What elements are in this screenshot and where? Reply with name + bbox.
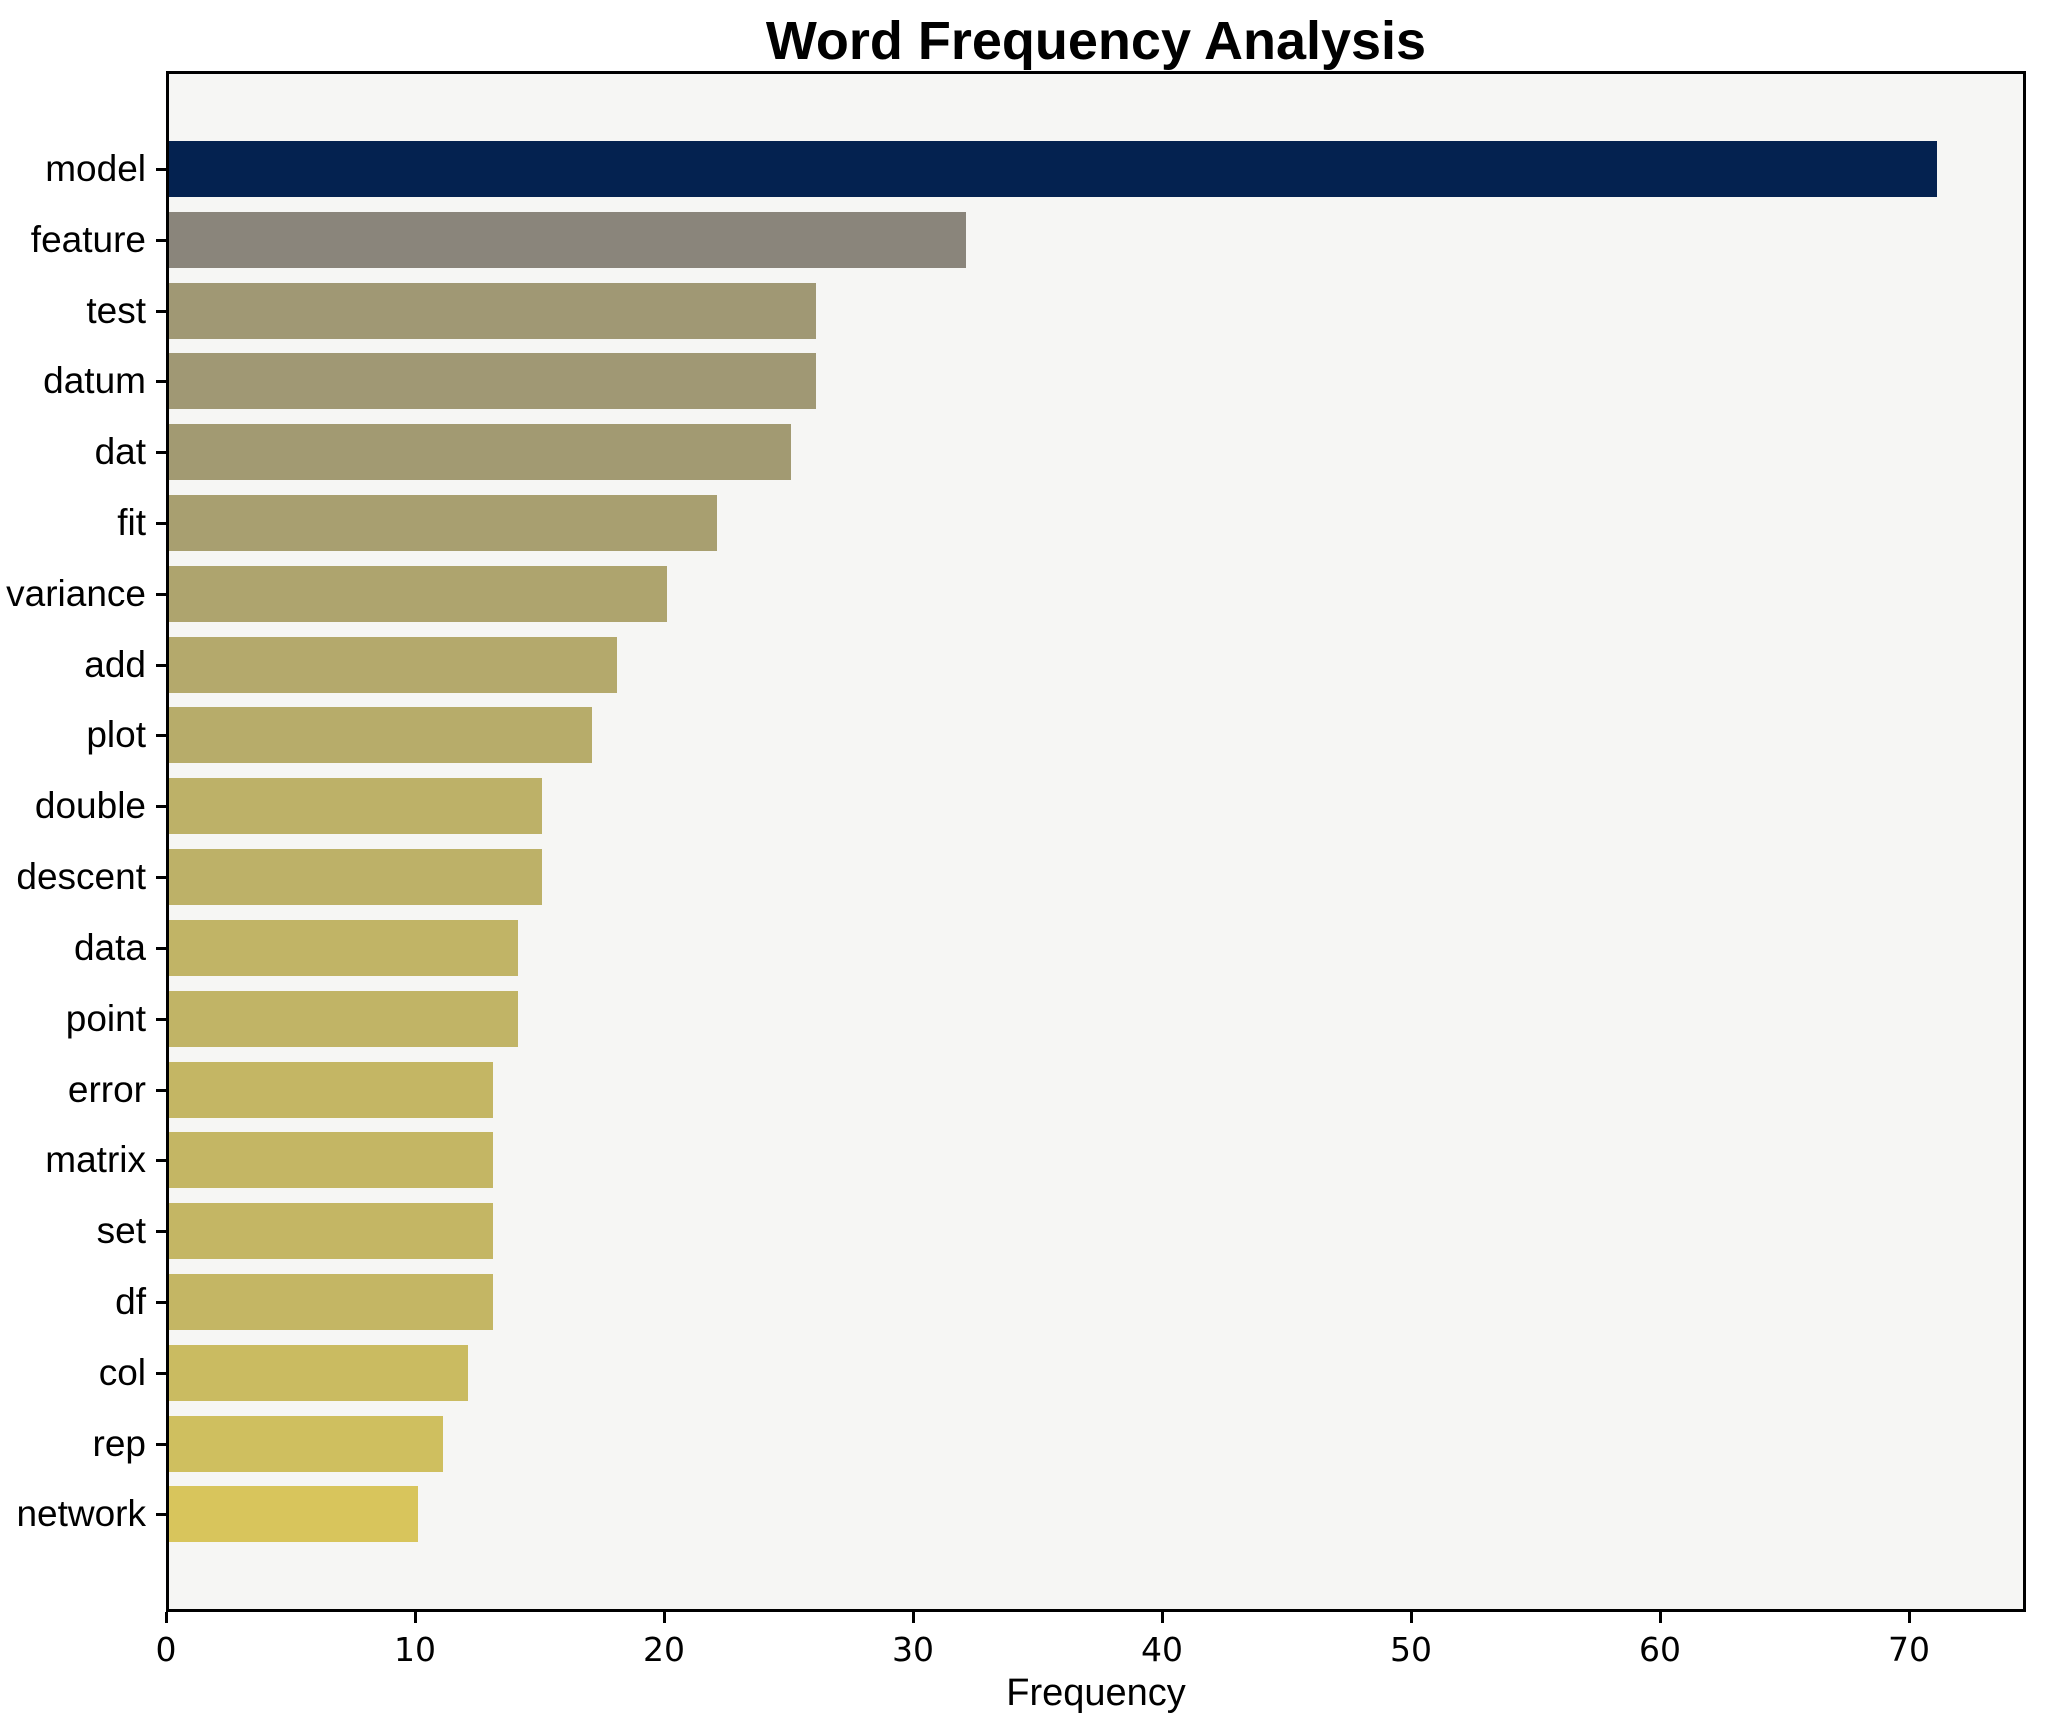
bar-set xyxy=(169,1203,493,1260)
y-tick-label-model: model xyxy=(45,148,146,189)
x-tick-label-0: 0 xyxy=(155,1630,177,1669)
y-tick-label-error: error xyxy=(67,1068,146,1110)
bar-add xyxy=(169,636,617,693)
y-tick-descent xyxy=(156,876,166,880)
bar-double xyxy=(169,778,542,835)
y-tick-label-dat: dat xyxy=(94,431,146,473)
y-tick-label-plot: plot xyxy=(86,714,146,756)
x-tick-label-40: 40 xyxy=(1140,1630,1183,1669)
bar-point xyxy=(169,990,518,1047)
y-tick-fit xyxy=(156,522,166,526)
y-tick-label-point: point xyxy=(65,997,146,1039)
y-tick-add xyxy=(156,663,166,667)
y-tick-label-descent: descent xyxy=(16,856,146,898)
x-tick-60 xyxy=(1658,1612,1662,1623)
chart-title: Word Frequency Analysis xyxy=(765,11,1427,71)
y-tick-label-matrix: matrix xyxy=(45,1139,146,1181)
x-tick-20 xyxy=(662,1612,666,1623)
bar-datum xyxy=(169,353,816,410)
y-tick-dat xyxy=(156,451,166,455)
y-tick-test xyxy=(156,309,166,313)
bar-matrix xyxy=(169,1132,493,1189)
bar-error xyxy=(169,1061,493,1118)
y-tick-model xyxy=(156,168,166,171)
bar-test xyxy=(169,282,816,339)
y-tick-col xyxy=(156,1371,166,1375)
x-tick-40 xyxy=(1160,1612,1164,1623)
bar-col xyxy=(169,1344,468,1401)
y-tick-variance xyxy=(156,592,166,596)
y-tick-df xyxy=(156,1300,166,1304)
y-tick-feature xyxy=(156,238,166,242)
x-axis-label: Frequency xyxy=(1006,1672,1186,1714)
y-tick-label-add: add xyxy=(84,643,146,685)
y-tick-datum xyxy=(156,380,166,384)
y-tick-label-network: network xyxy=(16,1493,146,1535)
y-tick-label-col: col xyxy=(98,1351,146,1393)
y-tick-label-data: data xyxy=(73,926,146,968)
y-tick-label-datum: datum xyxy=(43,360,146,402)
y-tick-point xyxy=(156,1017,166,1021)
bar-rep xyxy=(169,1415,443,1472)
y-tick-label-double: double xyxy=(34,785,146,827)
y-tick-double xyxy=(156,805,166,809)
x-tick-label-50: 50 xyxy=(1389,1630,1432,1669)
x-tick-label-70: 70 xyxy=(1887,1630,1930,1669)
x-tick-label-60: 60 xyxy=(1638,1630,1681,1669)
x-tick-50 xyxy=(1409,1612,1413,1623)
bar-model xyxy=(169,141,1937,197)
bar-fit xyxy=(169,495,717,552)
y-tick-label-feature: feature xyxy=(30,218,146,260)
y-tick-label-rep: rep xyxy=(92,1422,146,1464)
y-tick-matrix xyxy=(156,1159,166,1163)
bar-plot xyxy=(169,707,592,764)
y-tick-error xyxy=(156,1088,166,1092)
x-tick-label-20: 20 xyxy=(642,1630,685,1669)
y-tick-label-fit: fit xyxy=(117,502,146,544)
y-tick-label-set: set xyxy=(96,1210,146,1252)
x-tick-0 xyxy=(165,1612,168,1623)
y-tick-rep xyxy=(156,1442,166,1446)
y-tick-plot xyxy=(156,734,166,738)
plot-area xyxy=(166,71,2026,1612)
x-tick-70 xyxy=(1907,1612,1911,1623)
bar-feature xyxy=(169,211,966,268)
bar-df xyxy=(169,1273,493,1330)
y-tick-label-df: df xyxy=(115,1280,146,1322)
bar-variance xyxy=(169,565,667,622)
bar-data xyxy=(169,919,518,976)
y-tick-label-variance: variance xyxy=(6,572,146,614)
y-tick-data xyxy=(156,946,166,950)
y-tick-network xyxy=(156,1513,166,1517)
x-tick-label-30: 30 xyxy=(891,1630,934,1669)
x-tick-label-10: 10 xyxy=(393,1630,436,1669)
y-tick-label-test: test xyxy=(86,289,146,331)
x-tick-10 xyxy=(413,1612,417,1623)
bar-dat xyxy=(169,424,791,481)
y-tick-set xyxy=(156,1230,166,1234)
bar-descent xyxy=(169,849,542,906)
x-tick-30 xyxy=(911,1612,915,1623)
bar-network xyxy=(169,1486,418,1543)
